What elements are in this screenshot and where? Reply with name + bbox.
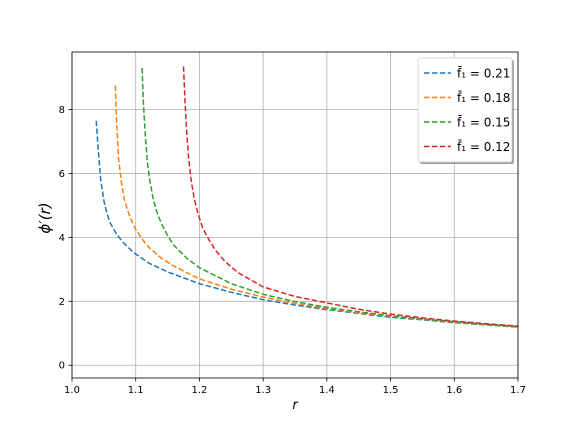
y-tick-label: 6: [59, 169, 65, 180]
legend-label-1: f̄₁ = 0.21: [457, 66, 510, 80]
x-tick-label: 1.1: [128, 385, 144, 396]
legend-label-2: f̄₁ = 0.18: [457, 91, 510, 105]
series-layer: [95, 66, 519, 328]
series-line-1: [95, 120, 519, 328]
y-tick-label: 0: [59, 361, 65, 372]
y-axis-label: ϕ′(r): [36, 202, 54, 233]
y-tick-label: 8: [59, 105, 65, 116]
legend-box: [417, 57, 513, 163]
x-tick-label: 1.4: [319, 385, 335, 396]
series-line-2: [114, 85, 519, 328]
x-tick-label: 1.5: [383, 385, 399, 396]
x-tick-label: 1.2: [191, 385, 207, 396]
y-tick-label: 2: [59, 297, 65, 308]
x-tick-label: 1.7: [510, 385, 526, 396]
plot-frame: [71, 51, 519, 379]
x-axis-label: r: [292, 398, 299, 413]
ticks: 1.0 1.1 1.2 1.3 1.4 1.5 1.6 1.7 0 2 4 6 8: [59, 105, 526, 396]
legend-label-3: f̄₁ = 0.15: [457, 115, 510, 129]
series-line-4: [182, 66, 519, 327]
x-tick-label: 1.0: [64, 385, 80, 396]
legend: f̄₁ = 0.21 f̄₁ = 0.18 f̄₁ = 0.15 f̄₁ = 0.12: [417, 57, 514, 164]
legend-label-4: f̄₁ = 0.12: [457, 140, 510, 154]
y-tick-label: 4: [59, 233, 65, 244]
x-tick-label: 1.3: [255, 385, 271, 396]
series-line-3: [141, 67, 519, 328]
x-tick-label: 1.6: [446, 385, 462, 396]
